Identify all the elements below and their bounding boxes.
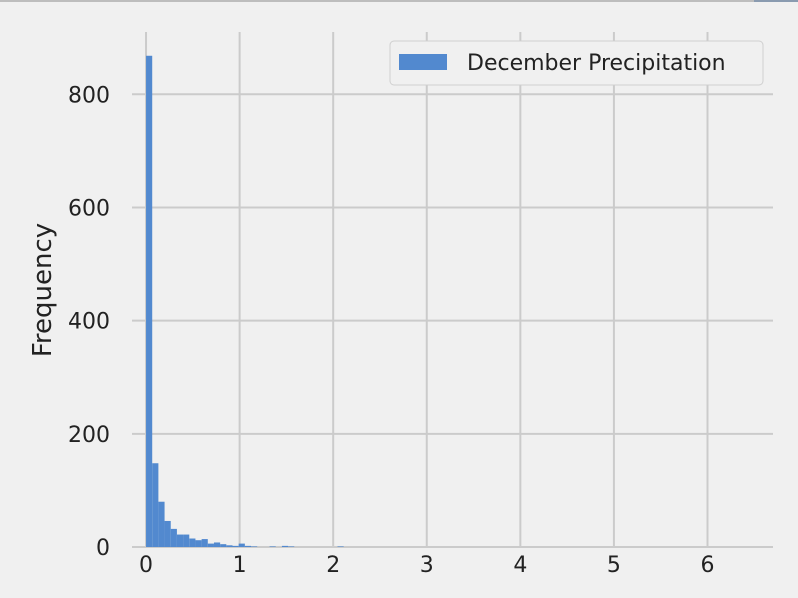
histogram-bar: [281, 545, 289, 547]
legend-label: December Precipitation: [467, 51, 726, 76]
legend-swatch: [399, 54, 447, 70]
x-tick-label: 3: [420, 553, 434, 578]
histogram-bar: [269, 546, 276, 547]
x-tick-labels: 0 1 2 3 4 5 6: [139, 553, 714, 578]
histogram-bar: [195, 540, 202, 547]
legend-frame: [389, 40, 764, 86]
y-axis-label: Frequency: [28, 223, 58, 357]
x-tick-label: 2: [326, 553, 340, 578]
y-tick-labels: 0 200 400 600 800: [68, 83, 110, 561]
histogram-bar: [213, 542, 221, 547]
legend: December Precipitation: [389, 40, 764, 86]
histogram-bar: [164, 520, 171, 547]
histogram-bar: [337, 546, 344, 547]
y-tick-label: 0: [96, 536, 110, 561]
x-tick-label: 5: [607, 553, 621, 578]
x-tick-label: 4: [513, 553, 527, 578]
x-tick-label: 6: [700, 553, 714, 578]
histogram-bar: [244, 545, 252, 547]
top-border: [0, 0, 798, 2]
y-tick-label: 400: [68, 310, 110, 335]
top-corner-accent: [754, 0, 798, 2]
histogram-bar: [201, 539, 208, 547]
x-tick-label: 0: [139, 553, 153, 578]
histogram-bar: [232, 545, 239, 547]
histogram-bar: [251, 546, 258, 547]
y-tick-label: 800: [68, 83, 110, 108]
histogram-bar: [238, 543, 245, 547]
histogram-bar: [189, 538, 196, 547]
histogram-bar: [183, 534, 190, 547]
histogram-bar: [176, 534, 184, 547]
histogram-bar: [158, 501, 165, 547]
histogram-bar: [170, 528, 177, 547]
histogram-bar: [207, 543, 214, 547]
grid-lines: [132, 32, 773, 548]
histogram-bar: [288, 546, 295, 547]
histogram-bar: [152, 463, 159, 547]
y-tick-label: 200: [68, 423, 110, 448]
y-tick-label: 600: [68, 196, 110, 221]
x-tick-label: 1: [233, 553, 247, 578]
histogram-bar: [226, 545, 233, 547]
histogram-bar: [146, 55, 153, 548]
histogram-bar: [220, 544, 227, 547]
histogram-bars: [146, 55, 344, 548]
